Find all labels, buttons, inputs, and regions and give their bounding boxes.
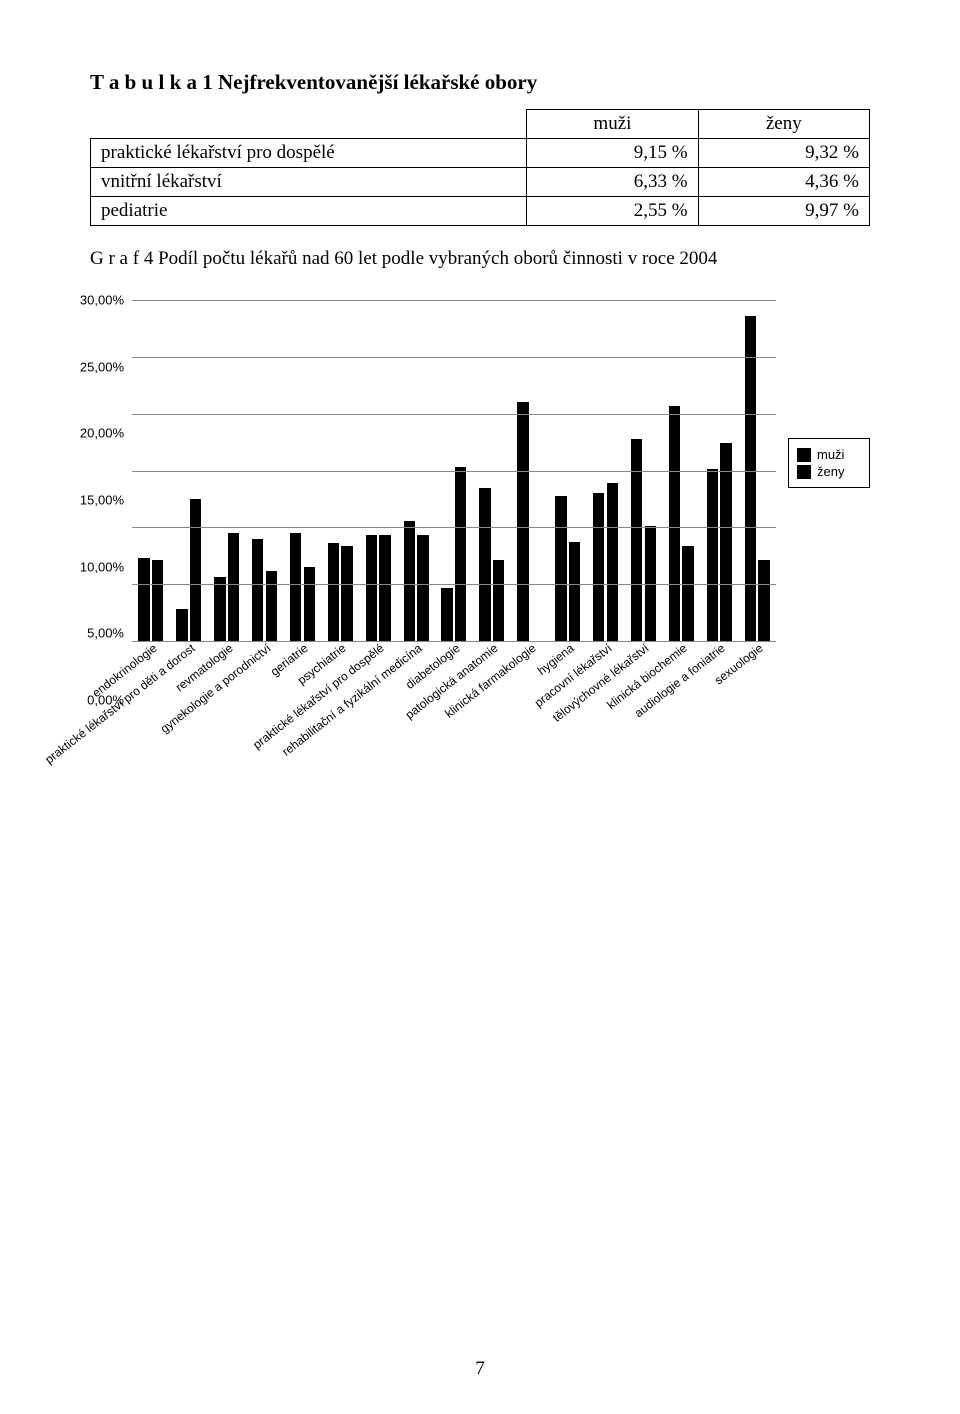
row0-muzi: 9,15 % [527, 139, 698, 168]
y-axis-label: 10,00% [60, 559, 124, 574]
y-axis-label: 0,00% [60, 693, 124, 708]
x-axis-label: diabetologie [454, 641, 463, 652]
gridline [132, 300, 776, 301]
bar-muzi [441, 588, 452, 641]
bar-muzi [593, 493, 604, 641]
chart-title-prefix: G r a f [90, 248, 139, 269]
x-axis-label: klinická farmakologie [530, 641, 539, 652]
bar-zeny [758, 560, 769, 641]
bar-zeny [341, 546, 352, 641]
chart-title-rest: Podíl počtu lékařů nad 60 let podle vybr… [158, 248, 717, 269]
bar-zeny [607, 483, 618, 641]
x-axis-label: tělovýchovné lékařství [643, 641, 652, 652]
x-axis-label: sexuologie [757, 641, 766, 652]
row1-zeny: 4,36 % [698, 168, 869, 197]
y-axis-label: 25,00% [60, 359, 124, 374]
x-axis-label: praktické lékařství pro dospělé [378, 641, 387, 652]
row0-label: praktické lékařství pro dospělé [91, 139, 527, 168]
x-axis-label: gynekologie a porodnictví [265, 641, 274, 652]
bar-muzi [290, 533, 301, 641]
bar-muzi [328, 543, 339, 641]
bar-muzi [745, 316, 756, 641]
frequency-table: muži ženy praktické lékařství pro dospěl… [90, 109, 870, 226]
x-axis-label: klinická biochemie [681, 641, 690, 652]
bar-zeny [190, 499, 201, 641]
bar-zeny [304, 567, 315, 641]
bar-muzi [366, 535, 377, 641]
x-axis-label: patologická anatomie [492, 641, 501, 652]
row0-zeny: 9,32 % [698, 139, 869, 168]
x-axis-label: audiologie a foniatrie [719, 641, 728, 652]
y-axis-label: 5,00% [60, 626, 124, 641]
row1-muzi: 6,33 % [527, 168, 698, 197]
page-number: 7 [0, 1358, 960, 1380]
bar-zeny [569, 542, 580, 641]
table-head-row: muži ženy [91, 110, 870, 139]
x-axis-label: hygiena [568, 641, 577, 652]
table-row: vnitřní lékařství 6,33 % 4,36 % [91, 168, 870, 197]
legend-swatch-muzi [797, 448, 811, 462]
bar-chart: endokrinologie praktické lékařství pro dě… [60, 300, 870, 700]
x-axis-label: geriatrie [302, 641, 311, 652]
gridline [132, 527, 776, 528]
chart-title: G r a f 4 Podíl počtu lékařů nad 60 let … [90, 248, 870, 270]
table-row: pediatrie 2,55 % 9,97 % [91, 197, 870, 226]
row2-label: pediatrie [91, 197, 527, 226]
y-axis-label: 15,00% [60, 493, 124, 508]
plot-area: endokrinologiepraktické lékařství pro dě… [132, 300, 776, 642]
bar-zeny [682, 546, 693, 641]
bar-muzi [631, 439, 642, 641]
bar-muzi [252, 539, 263, 641]
bar-zeny [455, 467, 466, 641]
table-head-muzi: muži [527, 110, 698, 139]
table-title-prefix: T a b u l k a [90, 70, 197, 94]
bar-muzi [707, 469, 718, 641]
y-axis-label: 30,00% [60, 293, 124, 308]
bar-zeny [493, 560, 504, 641]
row2-muzi: 2,55 % [527, 197, 698, 226]
bar-muzi [176, 609, 187, 641]
bar-muzi [479, 488, 490, 641]
table-row: praktické lékařství pro dospělé 9,15 % 9… [91, 139, 870, 168]
gridline [132, 471, 776, 472]
x-axis-label: revmatologie [227, 641, 236, 652]
legend-swatch-zeny [797, 465, 811, 479]
gridline [132, 584, 776, 585]
bar-muzi [138, 558, 149, 641]
legend-label-zeny: ženy [817, 464, 844, 479]
table-title-num: 1 [202, 70, 213, 94]
x-axis-label: endokrinologie [151, 641, 160, 652]
x-axis-label: pracovní lékařství [606, 641, 615, 652]
gridline [132, 641, 776, 642]
table-head-zeny: ženy [698, 110, 869, 139]
x-axis-label: rehabilitační a fyzikální medicína [416, 641, 425, 652]
bar-zeny [379, 535, 390, 641]
legend-label-muzi: muži [817, 447, 844, 462]
row2-zeny: 9,97 % [698, 197, 869, 226]
bar-muzi [555, 496, 566, 641]
table-title: T a b u l k a 1 Nejfrekventovanější léka… [90, 70, 870, 95]
x-axis-label: praktické lékařství pro děti a dorost [189, 641, 198, 652]
bar-zeny [417, 535, 428, 641]
gridline [132, 414, 776, 415]
bar-muzi [404, 521, 415, 641]
bar-zeny [152, 560, 163, 641]
legend-zeny: ženy [797, 464, 861, 479]
legend: muži ženy [788, 438, 870, 488]
y-axis-label: 20,00% [60, 426, 124, 441]
bar-zeny [266, 571, 277, 641]
bar-muzi [517, 402, 528, 641]
bar-muzi [214, 577, 225, 641]
bar-zeny [228, 533, 239, 641]
bar-zeny [720, 443, 731, 641]
gridline [132, 357, 776, 358]
legend-muzi: muži [797, 447, 861, 462]
chart-title-num: 4 [144, 248, 154, 269]
row1-label: vnitřní lékařství [91, 168, 527, 197]
x-axis-label: psychiatrie [340, 641, 349, 652]
table-title-rest: Nejfrekventovanější lékařské obory [218, 70, 537, 94]
bar-muzi [669, 406, 680, 641]
table-head-blank [91, 110, 527, 139]
